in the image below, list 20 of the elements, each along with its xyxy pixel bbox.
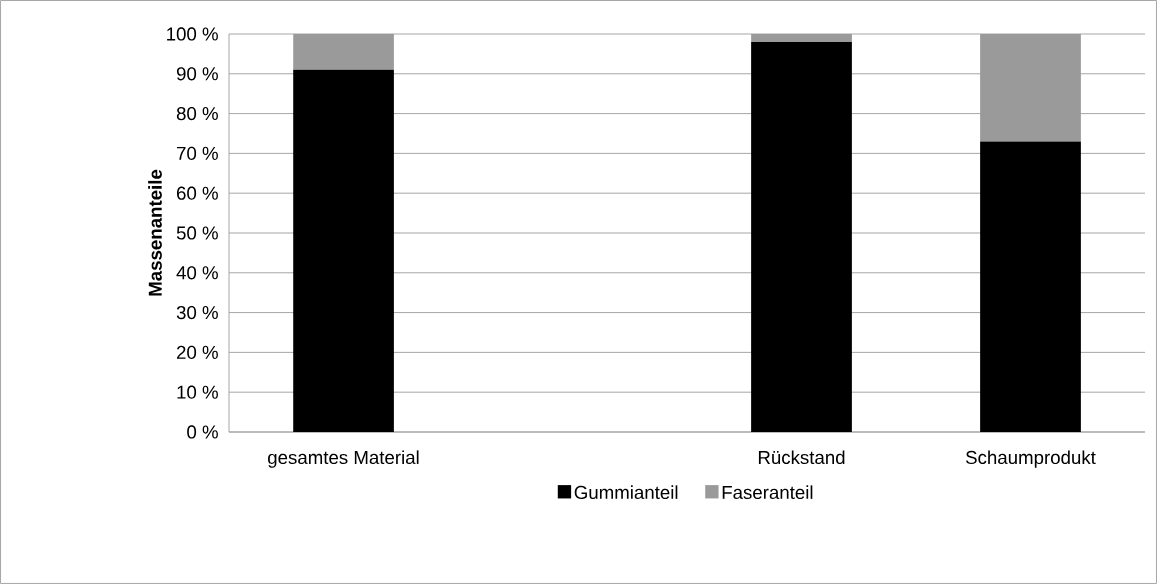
y-tick-label: 50 % bbox=[176, 226, 218, 240]
y-tick-label: 30 % bbox=[176, 305, 218, 320]
legend-label: Faseranteil bbox=[722, 485, 813, 500]
y-tick-label: 10 % bbox=[177, 385, 218, 399]
y-tick-label: 0 % bbox=[187, 425, 218, 439]
y-tick-label: 70 % bbox=[177, 146, 218, 160]
x-tick-label: gesamtes Material bbox=[268, 450, 419, 468]
y-tick-label: 60 % bbox=[177, 186, 218, 200]
y-tick-label: 90 % bbox=[176, 67, 218, 81]
bar bbox=[751, 41, 852, 432]
x-tick-label: Schaumprodukt bbox=[965, 450, 1096, 468]
legend-label: Gummianteil bbox=[574, 485, 678, 500]
y-tick-label: 20 % bbox=[177, 345, 218, 359]
bar bbox=[293, 69, 394, 432]
y-tick-label: 80 % bbox=[176, 106, 218, 121]
bar bbox=[980, 141, 1081, 432]
x-tick-label: Rückstand bbox=[758, 450, 845, 465]
y-tick-label: 100 % bbox=[167, 27, 218, 41]
y-axis-title: Massenanteile bbox=[148, 169, 162, 296]
y-tick-label: 40 % bbox=[176, 266, 218, 280]
